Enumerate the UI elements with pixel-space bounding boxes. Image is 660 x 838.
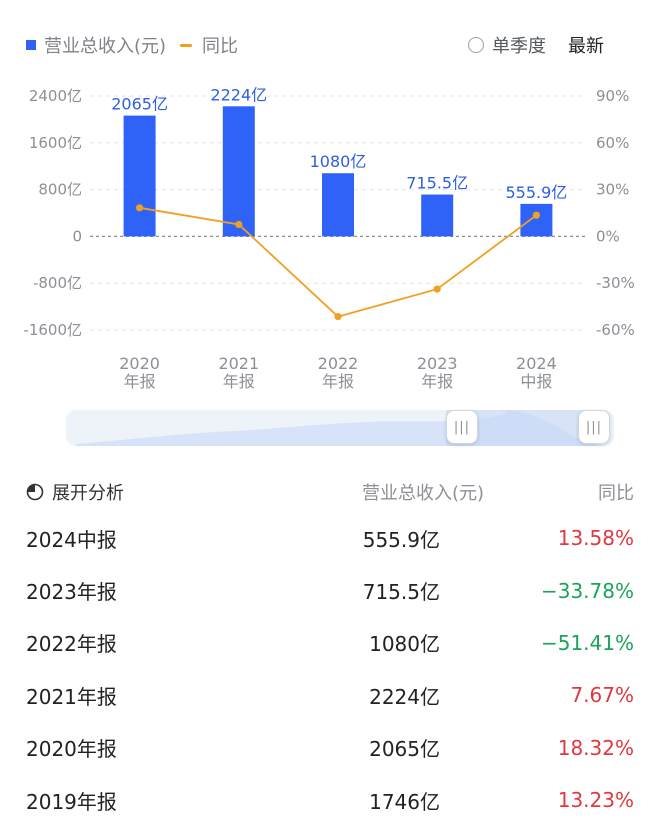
slider-handle-right[interactable]: ||| (578, 410, 610, 444)
range-slider[interactable]: ||| ||| (66, 410, 614, 446)
chart-legend: 营业总收入(元) 同比 (26, 30, 238, 60)
yoy-cell: −33.78% (540, 578, 634, 603)
bar-value-label: 555.9亿 (505, 183, 567, 202)
yoy-point (235, 220, 243, 229)
y-tick-label-right: 0% (596, 227, 620, 245)
period-cell: 2019年报 (26, 789, 117, 814)
x-label-year: 2023 (417, 354, 458, 373)
table-row[interactable]: 2023年报 715.5亿 −33.78% (26, 564, 634, 616)
legend-line-swatch (180, 43, 193, 47)
bar (322, 173, 354, 237)
revenue-cell: 715.5亿 (362, 580, 440, 605)
table-row[interactable]: 2024中报 555.9亿 13.58% (26, 512, 634, 564)
yoy-cell: 13.58% (557, 526, 634, 551)
x-label-type: 年报 (322, 372, 354, 391)
latest-button[interactable]: 最新 (568, 36, 604, 57)
y-tick-label-left: 800亿 (38, 181, 82, 199)
period-cell: 2023年报 (26, 580, 117, 605)
bar (520, 203, 553, 237)
bar (222, 106, 255, 237)
legend-bar-label[interactable]: 营业总收入(元) (44, 36, 167, 57)
period-cell: 2021年报 (26, 684, 117, 709)
y-tick-label-left: 0 (72, 227, 82, 245)
table-row[interactable]: 2021年报 2224亿 7.67% (26, 669, 634, 721)
y-tick-label-right: -30% (596, 274, 635, 292)
revenue-cell: 2065亿 (369, 737, 440, 762)
yoy-cell: 7.67% (570, 683, 634, 708)
period-cell: 2022年报 (26, 632, 117, 657)
season-toggle[interactable]: 单季度 (492, 36, 546, 57)
period-controls: 单季度 最新 (468, 30, 604, 60)
slider-track (66, 410, 614, 446)
y-tick-label-right: 60% (596, 134, 629, 152)
bar (123, 115, 156, 237)
yoy-point (532, 211, 541, 219)
table-row[interactable]: 2022年报 1080亿 −51.41% (26, 617, 634, 669)
x-label-type: 年报 (124, 372, 156, 391)
legend-bar-swatch (26, 40, 36, 50)
x-label-type: 中报 (520, 372, 552, 391)
yoy-point (334, 312, 342, 321)
revenue-table: 展开分析 营业总收入(元) 同比 2024中报 555.9亿 13.58% 2023年… (26, 472, 634, 826)
yoy-point (433, 285, 441, 293)
x-label-type: 年报 (421, 372, 453, 391)
revenue-cell: 555.9亿 (362, 527, 440, 552)
table-body: 2024中报 555.9亿 13.58% 2023年报 715.5亿 −33.78% 202… (26, 512, 634, 826)
revenue-cell: 1080亿 (369, 632, 440, 657)
bar-value-label: 1080亿 (310, 152, 367, 171)
x-label-year: 2020 (119, 354, 160, 373)
revenue-column-header: 营业总收入(元) (361, 483, 484, 504)
season-radio[interactable] (468, 37, 484, 53)
bar-value-label: 715.5亿 (406, 174, 468, 193)
y-tick-label-left: 1600亿 (29, 134, 82, 152)
y-tick-label-right: 30% (596, 181, 629, 199)
period-cell: 2024中报 (26, 527, 117, 552)
x-label-year: 2022 (318, 354, 359, 373)
slider-handle-left[interactable]: ||| (446, 410, 478, 444)
yoy-point (136, 204, 144, 212)
y-tick-label-right: -60% (596, 321, 635, 339)
revenue-chart: 2400亿 1600亿 800亿 0 -800亿 -1600亿 90% 60% 30% 0% -30… (23, 85, 635, 391)
yoy-cell: −51.41% (540, 630, 634, 655)
legend-line-label[interactable]: 同比 (202, 36, 239, 57)
bar (421, 194, 454, 237)
y-tick-label-right: 90% (596, 87, 629, 105)
bar-value-label: 2065亿 (111, 95, 168, 114)
yoy-cell: 13.23% (557, 788, 634, 813)
yoy-column-header: 同比 (598, 483, 634, 504)
table-row[interactable]: 2019年报 1746亿 13.23% (26, 774, 634, 826)
x-label-year: 2021 (218, 354, 259, 373)
revenue-cell: 2224亿 (369, 684, 440, 709)
bar-value-label: 2224亿 (210, 85, 267, 104)
revenue-cell: 1746亿 (369, 789, 440, 814)
table-header: 展开分析 营业总收入(元) 同比 (26, 472, 634, 512)
expand-analysis[interactable]: 展开分析 (26, 479, 244, 505)
period-cell: 2020年报 (26, 737, 117, 762)
table-row[interactable]: 2020年报 2065亿 18.32% (26, 722, 634, 774)
x-label-type: 年报 (223, 372, 255, 391)
yoy-cell: 18.32% (557, 735, 634, 760)
x-label-year: 2024 (516, 354, 557, 373)
y-tick-label-left: -800亿 (33, 274, 82, 292)
pie-chart-icon (26, 483, 44, 501)
y-tick-label-left: -1600亿 (23, 321, 82, 339)
y-tick-label-left: 2400亿 (29, 87, 82, 105)
expand-analysis-label: 展开分析 (52, 483, 124, 504)
